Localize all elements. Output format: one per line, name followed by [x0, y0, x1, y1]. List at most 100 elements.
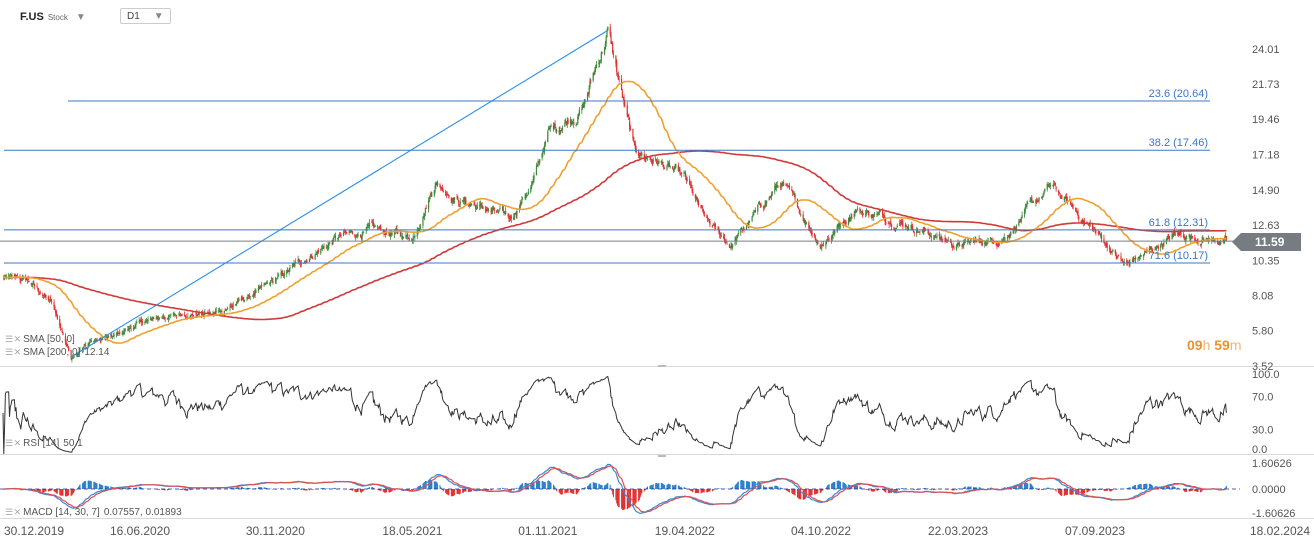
candle-body — [553, 124, 555, 129]
macd-histogram-bar — [831, 483, 833, 489]
candle-body — [479, 205, 481, 207]
symbol-selector[interactable]: F.US Stock ▼ — [20, 8, 86, 26]
candle-body — [1031, 197, 1033, 202]
menu-icon[interactable]: ☰ ✕ — [5, 334, 21, 344]
candle-body — [51, 301, 53, 302]
rsi-legend[interactable]: ☰ ✕ RSI [14] 50.1 — [5, 438, 83, 449]
candle-body — [1166, 236, 1168, 239]
candle-body — [620, 78, 623, 91]
macd-histogram-bar — [874, 489, 876, 492]
candle-body — [359, 234, 362, 238]
candle-body — [84, 344, 86, 346]
macd-histogram-bar — [819, 489, 821, 494]
candle-body — [941, 237, 943, 240]
macd-histogram-bar — [1097, 489, 1099, 491]
candle-body — [62, 332, 64, 336]
macd-histogram-bar — [249, 488, 251, 489]
candle-body — [582, 104, 585, 108]
candle-body — [816, 242, 818, 244]
macd-histogram-bar — [465, 489, 467, 492]
candle-body — [694, 194, 696, 199]
candle-body — [42, 294, 44, 296]
macd-histogram-bar — [1163, 487, 1165, 489]
candle-body — [339, 234, 341, 236]
macd-histogram-bar — [47, 489, 49, 492]
sma50-legend[interactable]: ☰ ✕ SMA [50, 0] — [5, 334, 75, 345]
candle-body — [428, 196, 431, 200]
candle-body — [822, 244, 824, 246]
candle-body — [764, 203, 766, 208]
candle-body — [763, 206, 765, 208]
sma200-legend[interactable]: ☰ ✕ SMA [200, 0] 12.14 — [5, 347, 109, 358]
candle-body — [719, 234, 722, 236]
pane-resize-handle — [658, 455, 666, 457]
candle-body — [351, 231, 354, 234]
candle-body — [1004, 237, 1006, 239]
candle-body — [1015, 225, 1018, 230]
candle-body — [524, 196, 526, 199]
candle-body — [202, 313, 204, 315]
candle-body — [312, 258, 314, 259]
candle-body — [157, 317, 159, 319]
candle-body — [164, 317, 166, 320]
candle-body — [1037, 200, 1039, 202]
macd-histogram-bar — [181, 489, 183, 491]
candle-body — [732, 244, 734, 248]
candle-body — [61, 330, 63, 333]
menu-icon[interactable]: ☰ ✕ — [5, 347, 21, 357]
candle-body — [1139, 256, 1141, 258]
candle-body — [357, 235, 359, 236]
menu-icon[interactable]: ☰ ✕ — [5, 438, 21, 448]
macd-histogram-bar — [798, 489, 800, 499]
candle-body — [1110, 252, 1112, 254]
candle-body — [890, 224, 893, 228]
timeframe-selector[interactable]: D1 ▼ — [120, 8, 171, 24]
candle-body — [507, 214, 509, 216]
menu-icon[interactable]: ☰ ✕ — [5, 507, 21, 517]
asset-type: Stock — [47, 12, 68, 22]
candle-body — [465, 200, 467, 204]
candle-body — [440, 186, 442, 189]
macd-histogram-bar — [1195, 489, 1197, 492]
candle-body — [44, 295, 46, 297]
macd-histogram-bar — [1143, 483, 1145, 489]
candle-body — [1112, 250, 1114, 252]
candle-body — [593, 71, 595, 74]
candle-body — [249, 296, 251, 298]
macd-histogram-bar — [60, 489, 62, 496]
macd-legend[interactable]: ☰ ✕ MACD [14, 30, 7] 0.07557, 0.01893 — [5, 507, 182, 518]
macd-histogram-bar — [452, 489, 454, 497]
macd-histogram-bar — [44, 489, 46, 492]
timeframe-value: D1 — [127, 10, 140, 22]
macd-histogram-bar — [655, 483, 657, 489]
candle-body — [329, 242, 331, 244]
macd-histogram-bar — [247, 487, 249, 489]
candle-body — [559, 130, 561, 133]
candle-body — [1063, 198, 1065, 200]
candle-body — [315, 253, 317, 255]
candle-body — [130, 328, 132, 330]
macd-histogram-bar — [575, 489, 577, 495]
macd-histogram-bar — [683, 487, 685, 489]
macd-histogram-bar — [526, 483, 528, 489]
macd-histogram-bar — [1126, 488, 1128, 489]
candle-body — [21, 279, 23, 281]
candle-body — [113, 334, 115, 336]
macd-histogram-bar — [672, 485, 674, 489]
macd-histogram-bar — [622, 489, 624, 510]
candle-body — [72, 356, 74, 358]
candle-body — [603, 48, 606, 54]
macd-histogram-bar — [548, 480, 550, 489]
candle-body — [1131, 261, 1133, 262]
candle-body — [257, 287, 259, 291]
candle-body — [595, 64, 598, 68]
candle-body — [116, 332, 118, 334]
candle-body — [373, 225, 375, 226]
macd-histogram-bar — [732, 486, 734, 489]
candle-body — [1049, 184, 1052, 186]
candle-body — [172, 313, 174, 315]
macd-histogram-bar — [775, 485, 777, 489]
candle-body — [1182, 235, 1185, 238]
macd-histogram-bar — [48, 489, 50, 492]
